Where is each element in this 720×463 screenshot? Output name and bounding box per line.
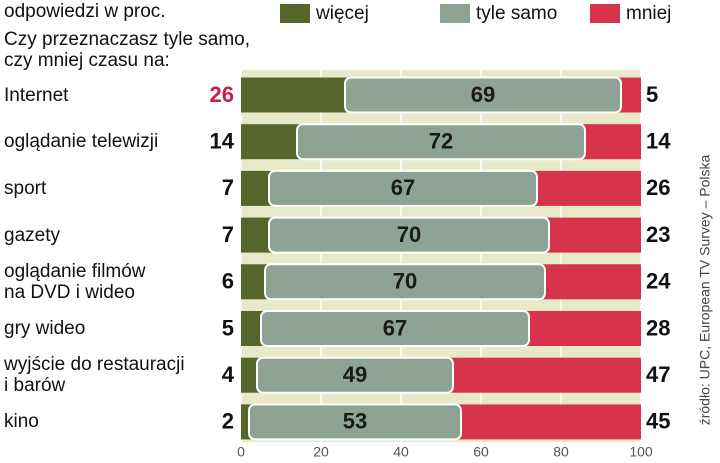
x-tick-label: 100	[629, 444, 653, 460]
category-label: gazety	[4, 224, 60, 246]
value-label: 24	[646, 269, 671, 294]
value-label: 23	[646, 222, 670, 247]
bar-segment	[264, 263, 546, 301]
value-label: 67	[383, 315, 407, 340]
bar-segment	[453, 404, 641, 440]
category-label: oglądanie filmów na DVD i wideo	[4, 260, 146, 303]
x-tick-label: 0	[237, 444, 245, 460]
legend-swatch	[590, 4, 620, 23]
bar-segment	[241, 77, 353, 113]
value-label: 72	[429, 129, 453, 154]
bar-segment	[268, 216, 550, 254]
bar-segment	[529, 170, 641, 206]
legend-label: mniej	[626, 3, 671, 24]
value-label: 14	[646, 129, 671, 154]
value-label: 5	[222, 315, 234, 340]
subtitle: odpowiedzi w proc.	[4, 1, 166, 22]
value-label: 69	[471, 82, 495, 107]
legend-label: więcej	[315, 3, 369, 24]
bar-segment	[296, 123, 586, 161]
bar-segment	[241, 124, 305, 160]
legend-swatch	[440, 4, 470, 23]
category-label: wyjście do restauracji i barów	[4, 354, 185, 397]
x-tick-label: 60	[473, 444, 489, 460]
bar-segment	[260, 310, 530, 347]
value-label: 70	[393, 269, 417, 294]
value-label: 4	[222, 362, 235, 387]
value-label: 7	[222, 222, 234, 247]
bar-segment	[541, 217, 641, 253]
value-label: 2	[222, 409, 234, 434]
category-label: kino	[4, 411, 39, 433]
x-tick-label: 80	[553, 444, 569, 460]
bar-segment	[577, 124, 641, 160]
chart-title: Czy przeznaczasz tyle samo, czy mniej cz…	[4, 29, 251, 71]
value-label: 47	[646, 362, 670, 387]
value-label: 53	[343, 409, 367, 434]
value-label: 14	[210, 129, 235, 154]
bar-segment	[256, 356, 454, 394]
value-label: 67	[391, 175, 415, 200]
category-label: gry wideo	[4, 318, 86, 339]
bar-segment	[521, 311, 641, 346]
x-tick-label: 40	[393, 444, 409, 460]
value-label: 5	[646, 82, 658, 107]
category-label: Internet	[4, 84, 69, 106]
category-label: oglądanie telewizji	[4, 131, 159, 153]
value-label: 28	[646, 315, 670, 340]
value-label: 49	[343, 362, 367, 387]
legend-swatch	[280, 4, 310, 23]
value-label: 26	[210, 82, 234, 107]
value-label: 26	[646, 175, 670, 200]
value-label: 70	[397, 222, 421, 247]
bar-segment	[248, 403, 462, 441]
value-label: 7	[222, 175, 234, 200]
bar-segment	[268, 169, 538, 207]
value-label: 45	[646, 409, 670, 434]
bar-segment	[445, 357, 641, 393]
x-tick-label: 20	[313, 444, 329, 460]
value-label: 6	[222, 269, 234, 294]
category-label: sport	[4, 177, 47, 199]
bar-segment	[537, 264, 641, 300]
source-note: źródło: UPC, European TV Survey – Polska	[697, 155, 713, 426]
legend-label: tyle samo	[476, 3, 557, 24]
bar-segment	[344, 76, 622, 114]
